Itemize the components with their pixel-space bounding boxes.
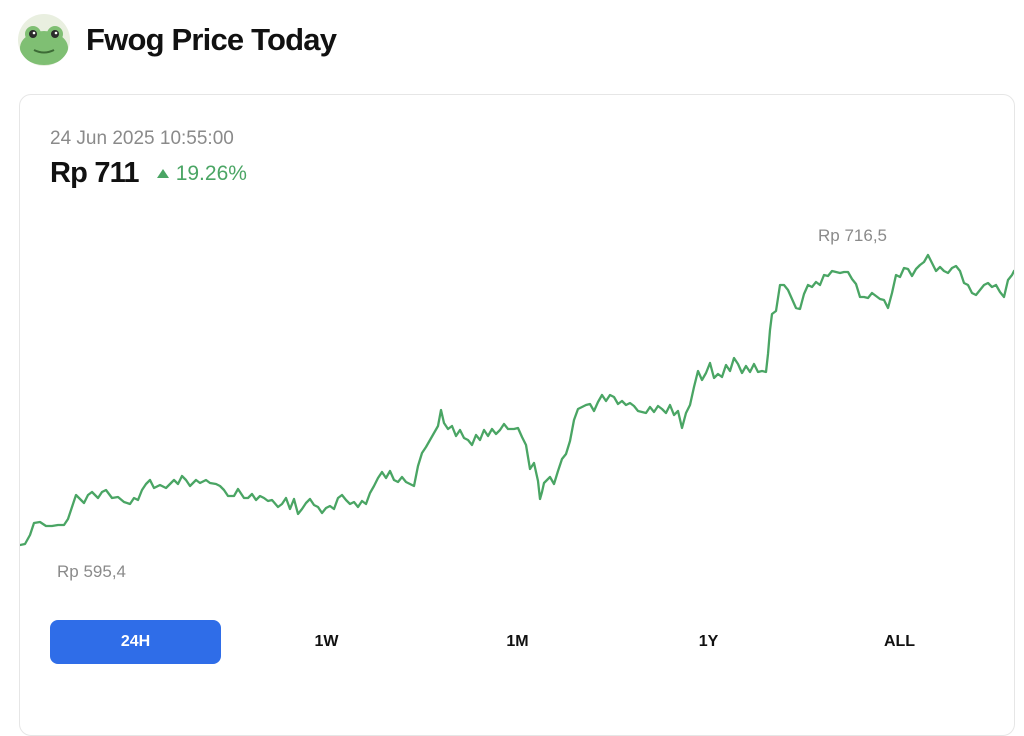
page-header: Fwog Price Today bbox=[18, 14, 337, 66]
frog-avatar-icon bbox=[18, 14, 70, 66]
triangle-up-icon bbox=[156, 169, 169, 178]
range-tab-1w[interactable]: 1W bbox=[314, 633, 339, 650]
price-line-chart[interactable] bbox=[20, 95, 1014, 615]
range-tab-all[interactable]: ALL bbox=[883, 633, 916, 650]
price-series-line bbox=[20, 253, 1014, 547]
range-tab-1y[interactable]: 1Y bbox=[698, 633, 719, 650]
range-tab-24h[interactable]: 24H bbox=[50, 620, 221, 664]
chart-low-label: Rp 595,4 bbox=[57, 562, 126, 581]
price-timestamp: 24 Jun 2025 10:55:00 bbox=[50, 128, 234, 149]
price-chart-card: 24 Jun 2025 10:55:00 Rp 711 19.26% Rp 71… bbox=[19, 94, 1015, 736]
current-price: Rp 711 bbox=[50, 157, 140, 189]
page-title: Fwog Price Today bbox=[86, 22, 337, 57]
price-change-percent: 19.26% bbox=[175, 161, 247, 185]
range-tab-1m[interactable]: 1M bbox=[506, 633, 529, 650]
chart-high-label: Rp 716,5 bbox=[818, 226, 887, 245]
price-change: 19.26% bbox=[156, 161, 247, 186]
price-row: Rp 711 19.26% bbox=[50, 157, 247, 190]
time-range-selector: 24H 1W 1M 1Y ALL bbox=[50, 620, 985, 664]
